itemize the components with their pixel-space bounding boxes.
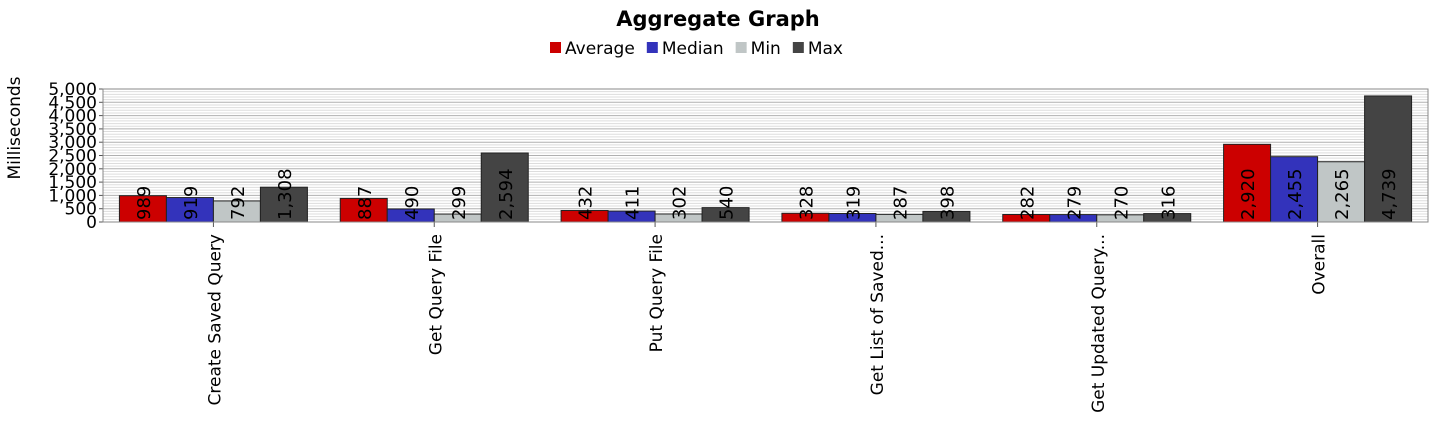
- data-label: 432: [576, 186, 597, 220]
- y-tick-label: 2,500: [48, 147, 97, 167]
- data-label: 2,594: [496, 168, 517, 220]
- data-label: 398: [937, 186, 958, 220]
- bar: [165, 197, 214, 223]
- bar: [1223, 143, 1272, 223]
- x-tick-label: Get List of Saved...: [868, 234, 888, 395]
- chart-title: Aggregate Graph: [616, 7, 819, 31]
- data-label: 302: [670, 186, 691, 220]
- bar: [118, 195, 167, 223]
- data-label: 411: [623, 186, 644, 220]
- data-label: 887: [355, 186, 376, 220]
- data-label: 270: [1111, 186, 1132, 220]
- y-tick-label: 1,000: [48, 186, 97, 206]
- legend-swatch: [646, 42, 658, 53]
- data-labels: 989 919 792 1,308 887 490 299 2,594 432 411 302 540…: [134, 168, 1400, 220]
- data-label: 287: [890, 186, 911, 220]
- data-label: 282: [1017, 186, 1038, 220]
- y-tick-label: 4,500: [48, 93, 97, 113]
- y-axis-ticks: 05001,0001,5002,0002,5003,0003,5004,0004…: [48, 80, 103, 233]
- bar: [1317, 161, 1366, 223]
- x-tick-label: Create Saved Query: [205, 234, 225, 405]
- data-label: 2,920: [1238, 168, 1259, 220]
- x-tick-label: Get Updated Query...: [1089, 234, 1109, 413]
- bar: [1364, 95, 1413, 223]
- data-label: 2,455: [1285, 168, 1306, 220]
- data-label: 2,265: [1332, 168, 1353, 220]
- y-tick-label: 0: [86, 213, 97, 233]
- data-label: 316: [1158, 186, 1179, 220]
- y-tick-label: 2,000: [48, 160, 97, 180]
- gridlines: [103, 88, 1428, 223]
- data-label: 279: [1064, 186, 1085, 220]
- legend-swatch: [550, 42, 561, 53]
- legend-label: Average: [565, 39, 635, 59]
- y-tick-label: 4,000: [48, 107, 97, 127]
- x-tick-label: Overall: [1310, 234, 1330, 295]
- x-tick-label: Put Query File: [647, 234, 667, 352]
- x-tick-label: Get Query File: [426, 234, 446, 355]
- x-axis-ticks: Create Saved Query Get Query File Put Quer…: [205, 222, 1330, 413]
- data-label: 4,739: [1379, 168, 1400, 220]
- y-tick-label: 500: [65, 200, 97, 220]
- legend-label: Min: [751, 39, 781, 59]
- data-label: 490: [402, 186, 423, 220]
- data-label: 1,308: [275, 168, 296, 220]
- legend-label: Median: [662, 39, 724, 59]
- data-label: 319: [843, 186, 864, 220]
- bar: [1270, 156, 1319, 223]
- data-label: 299: [449, 186, 470, 220]
- legend: Average Median Min Max: [550, 39, 843, 59]
- plot-frame: [102, 88, 1429, 223]
- bar: [259, 186, 308, 223]
- data-label: 328: [796, 186, 817, 220]
- data-label: 792: [228, 186, 249, 220]
- legend-swatch: [792, 42, 804, 53]
- bar: [480, 152, 529, 223]
- y-tick-label: 1,500: [48, 173, 97, 193]
- bars: [118, 95, 1413, 223]
- y-tick-label: 3,500: [48, 120, 97, 140]
- y-tick-label: 3,000: [48, 133, 97, 153]
- data-label: 540: [717, 186, 738, 220]
- y-tick-label: 5,000: [48, 80, 97, 100]
- legend-swatch: [735, 42, 747, 53]
- y-axis-label: Milliseconds: [5, 76, 25, 179]
- data-label: 919: [181, 186, 202, 220]
- legend-label: Max: [808, 39, 843, 59]
- data-label: 989: [134, 186, 155, 220]
